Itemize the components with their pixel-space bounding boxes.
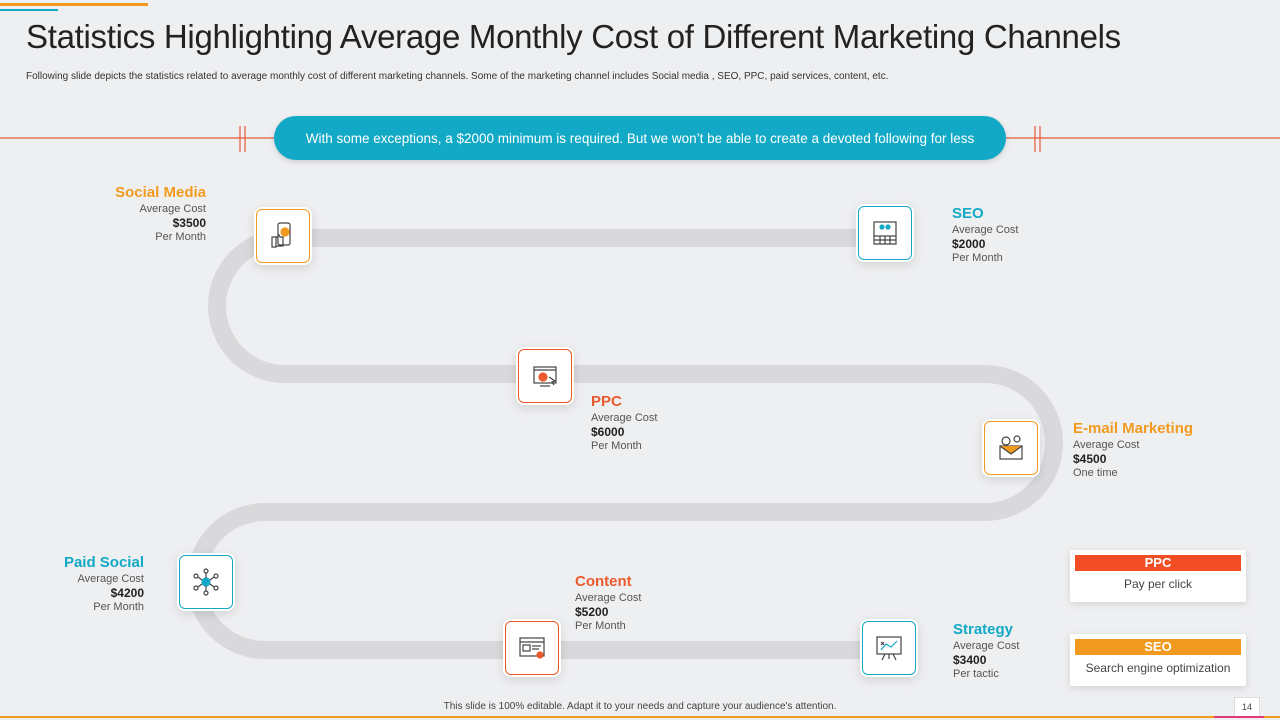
- strategy-board-icon: [876, 636, 902, 661]
- page-number: 14: [1234, 697, 1260, 717]
- info-banner: With some exceptions, a $2000 minimum is…: [274, 116, 1006, 160]
- network-hub-icon: [193, 568, 219, 596]
- seo-dashboard-icon: [873, 221, 897, 245]
- legend-ppc: PPC Pay per click: [1070, 550, 1246, 602]
- ppc-card[interactable]: [516, 347, 574, 405]
- legend-seo: SEO Search engine optimization: [1070, 634, 1246, 686]
- paid-social-card[interactable]: [177, 553, 235, 611]
- footer-note: This slide is 100% editable. Adapt it to…: [443, 701, 837, 712]
- legend-ppc-text: Pay per click: [1123, 577, 1193, 591]
- top-accent-teal: [0, 9, 58, 11]
- ppc-label: PPC Average Cost $6000 Per Month: [591, 393, 658, 452]
- page-subtitle: Following slide depicts the statistics r…: [26, 71, 889, 82]
- strategy-label: Strategy Average Cost $3400 Per tactic: [953, 621, 1020, 680]
- strategy-card[interactable]: [860, 619, 918, 677]
- legend-seo-text: Search engine optimization: [1085, 661, 1231, 675]
- legend-ppc-badge: PPC: [1075, 555, 1241, 571]
- email-marketing-card[interactable]: [982, 419, 1040, 477]
- click-browser-icon: [533, 366, 557, 387]
- header-divider: [0, 126, 1280, 152]
- email-envelope-icon: [999, 435, 1023, 460]
- social-media-card[interactable]: [254, 207, 312, 265]
- paid-social-label: Paid Social Average Cost $4200 Per Month: [63, 554, 144, 613]
- seo-card[interactable]: [856, 204, 914, 262]
- content-window-icon: [519, 637, 545, 659]
- seo-label: SEO Average Cost $2000 Per Month: [952, 205, 1019, 264]
- legend-seo-badge: SEO: [1075, 639, 1241, 655]
- top-accent-orange: [0, 3, 148, 6]
- content-card[interactable]: [503, 619, 561, 677]
- content-label: Content Average Cost $5200 Per Month: [575, 573, 642, 632]
- mobile-thumbs-up-icon: [271, 222, 291, 248]
- email-marketing-label: E-mail Marketing Average Cost $4500 One …: [1073, 420, 1194, 479]
- social-media-label: Social Media Average Cost $3500 Per Mont…: [115, 184, 206, 243]
- bottom-accent-line: [0, 716, 1280, 718]
- bottom-accent-pink: [1214, 716, 1264, 718]
- page-title: Statistics Highlighting Average Monthly …: [26, 18, 1121, 55]
